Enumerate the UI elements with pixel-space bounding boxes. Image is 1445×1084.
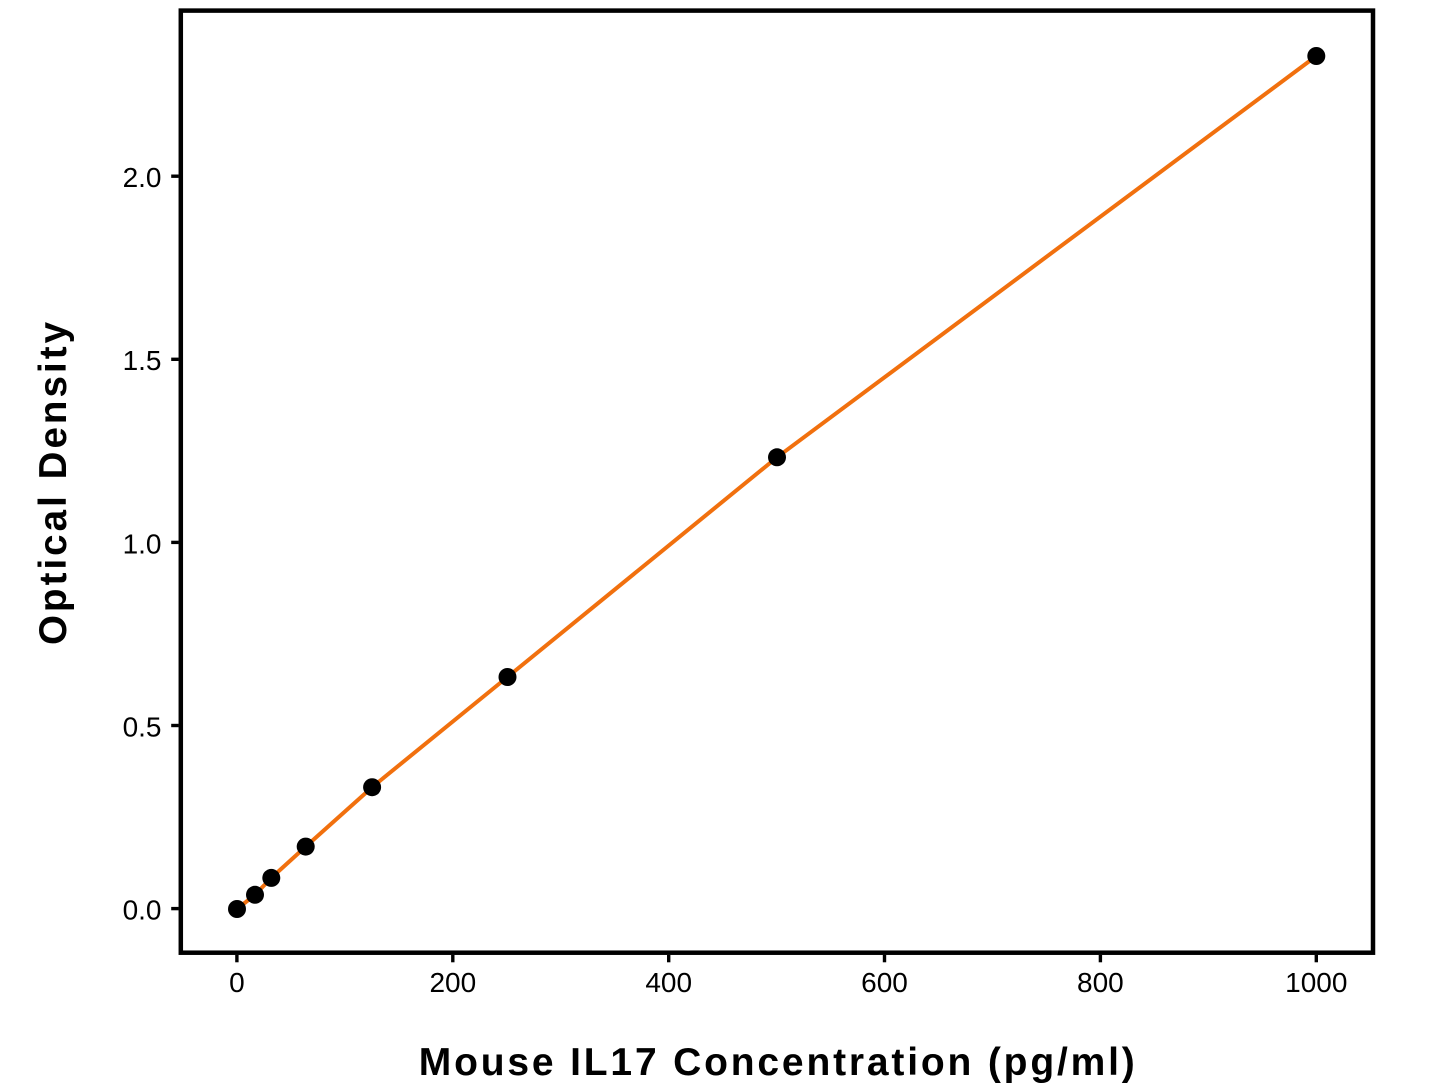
svg-text:0.0: 0.0 [123, 895, 162, 926]
svg-text:1.0: 1.0 [123, 528, 162, 559]
svg-text:1000: 1000 [1285, 967, 1347, 998]
svg-text:1.5: 1.5 [123, 345, 162, 376]
svg-text:400: 400 [645, 967, 692, 998]
svg-text:Mouse IL17 Concentration (pg/m: Mouse IL17 Concentration (pg/ml) [419, 1041, 1135, 1084]
svg-text:600: 600 [861, 967, 908, 998]
svg-text:2.0: 2.0 [123, 162, 162, 193]
svg-text:0: 0 [229, 967, 245, 998]
svg-text:0.5: 0.5 [123, 711, 162, 742]
svg-text:Optical Density: Optical Density [32, 321, 75, 645]
svg-text:200: 200 [429, 967, 476, 998]
svg-text:800: 800 [1077, 967, 1124, 998]
